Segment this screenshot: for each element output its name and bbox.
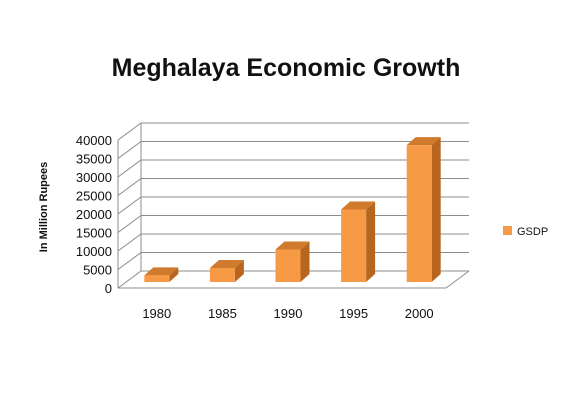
y-tick-label: 40000 bbox=[76, 133, 112, 148]
floor-right-edge bbox=[445, 270, 470, 289]
bar-side-face bbox=[300, 241, 310, 282]
bar-1990 bbox=[275, 241, 310, 282]
y-axis-label: In Million Rupees bbox=[38, 162, 50, 252]
bar-1985 bbox=[209, 259, 244, 282]
y-tick-label: 35000 bbox=[76, 152, 112, 167]
bar-top-face bbox=[406, 137, 441, 146]
bar-top-face bbox=[144, 267, 179, 276]
legend-label-gsdp: GSDP bbox=[517, 226, 548, 238]
bar-side-face bbox=[234, 259, 244, 282]
y-axis-ticks: 0 5000 10000 15000 20000 25000 30000 35000 40000 bbox=[76, 133, 112, 296]
bar-top-face bbox=[341, 201, 376, 210]
bar-side-face bbox=[169, 267, 179, 282]
x-tick-label: 1980 bbox=[142, 306, 171, 321]
y-tick-label: 15000 bbox=[76, 226, 112, 241]
bar-front-face bbox=[406, 145, 432, 282]
bar-top-face bbox=[275, 241, 310, 250]
bar-2000 bbox=[406, 137, 441, 282]
legend: GSDP bbox=[503, 226, 548, 238]
bar-front-face bbox=[275, 249, 301, 282]
bar-1980 bbox=[144, 267, 179, 282]
y-tick-label: 20000 bbox=[76, 207, 112, 222]
x-tick-label: 1985 bbox=[208, 306, 237, 321]
axes bbox=[117, 123, 470, 289]
bar-front-face bbox=[341, 209, 367, 282]
y-tick-label: 5000 bbox=[83, 263, 112, 278]
bar-front-face bbox=[209, 267, 235, 282]
x-tick-label: 1995 bbox=[339, 306, 368, 321]
y-tick-label: 25000 bbox=[76, 189, 112, 204]
bar-top-face bbox=[209, 259, 244, 268]
bar-1995 bbox=[341, 201, 376, 282]
bars bbox=[144, 137, 441, 282]
x-axis-ticks: 1980 1985 1990 1995 2000 bbox=[142, 306, 433, 321]
y-tick-label: 0 bbox=[105, 281, 112, 296]
chart-title: Meghalaya Economic Growth bbox=[112, 54, 461, 82]
legend-swatch-gsdp bbox=[503, 226, 512, 235]
y-tick-label: 10000 bbox=[76, 244, 112, 259]
y-tick-label: 30000 bbox=[76, 170, 112, 185]
bar-side-face bbox=[366, 201, 376, 282]
x-tick-label: 1990 bbox=[274, 306, 303, 321]
bar-side-face bbox=[431, 137, 441, 282]
bar-front-face bbox=[144, 275, 170, 282]
x-tick-label: 2000 bbox=[405, 306, 434, 321]
